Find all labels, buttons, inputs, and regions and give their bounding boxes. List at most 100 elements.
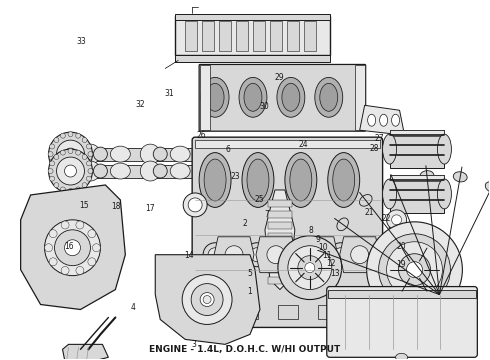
Ellipse shape xyxy=(68,149,73,154)
Ellipse shape xyxy=(88,168,93,174)
Ellipse shape xyxy=(54,166,59,171)
Circle shape xyxy=(54,230,91,266)
Text: 31: 31 xyxy=(165,89,174,98)
Ellipse shape xyxy=(337,218,348,231)
Circle shape xyxy=(49,149,93,193)
Ellipse shape xyxy=(45,244,52,252)
Text: 6: 6 xyxy=(225,145,230,154)
Ellipse shape xyxy=(80,144,100,164)
Ellipse shape xyxy=(438,179,451,209)
Ellipse shape xyxy=(333,159,355,201)
Bar xyxy=(195,140,380,148)
Text: 10: 10 xyxy=(318,243,328,252)
Bar xyxy=(390,175,444,181)
Circle shape xyxy=(407,262,422,278)
Bar xyxy=(202,21,214,50)
Circle shape xyxy=(351,246,368,264)
Ellipse shape xyxy=(76,266,84,274)
Ellipse shape xyxy=(383,134,396,164)
Ellipse shape xyxy=(54,154,59,159)
Polygon shape xyxy=(298,237,338,273)
Ellipse shape xyxy=(88,258,96,266)
Ellipse shape xyxy=(140,161,160,181)
Circle shape xyxy=(183,193,207,217)
Bar xyxy=(390,130,444,136)
Ellipse shape xyxy=(61,221,69,229)
Polygon shape xyxy=(256,237,296,273)
Circle shape xyxy=(309,246,327,264)
Circle shape xyxy=(200,293,214,306)
Polygon shape xyxy=(63,345,108,360)
Circle shape xyxy=(292,248,306,262)
Ellipse shape xyxy=(82,154,87,159)
Circle shape xyxy=(387,210,407,230)
Ellipse shape xyxy=(200,144,220,164)
Text: 8: 8 xyxy=(309,226,313,235)
Ellipse shape xyxy=(260,161,280,181)
Ellipse shape xyxy=(110,146,130,162)
Ellipse shape xyxy=(420,171,434,181)
Text: ENGINE - 1.4L, D.O.H.C. W/HI OUTPUT: ENGINE - 1.4L, D.O.H.C. W/HI OUTPUT xyxy=(149,345,341,354)
Circle shape xyxy=(384,272,410,298)
Ellipse shape xyxy=(80,161,100,181)
Circle shape xyxy=(377,265,416,305)
Ellipse shape xyxy=(82,138,87,143)
Bar xyxy=(390,130,444,168)
Ellipse shape xyxy=(82,166,87,171)
Ellipse shape xyxy=(230,163,250,179)
Ellipse shape xyxy=(68,171,73,176)
Ellipse shape xyxy=(290,159,312,201)
Bar xyxy=(270,21,282,50)
Circle shape xyxy=(278,236,342,300)
Ellipse shape xyxy=(140,144,160,164)
Bar xyxy=(268,276,292,284)
Text: 23: 23 xyxy=(230,172,240,181)
Ellipse shape xyxy=(75,133,81,138)
Circle shape xyxy=(398,254,431,285)
Ellipse shape xyxy=(282,84,300,111)
Polygon shape xyxy=(340,237,380,273)
Circle shape xyxy=(203,296,211,303)
Text: 20: 20 xyxy=(396,242,406,251)
Ellipse shape xyxy=(247,159,269,201)
FancyBboxPatch shape xyxy=(192,137,383,328)
Text: 2: 2 xyxy=(243,219,247,228)
Ellipse shape xyxy=(94,164,107,178)
Circle shape xyxy=(298,256,322,280)
Text: 16: 16 xyxy=(64,242,74,251)
Bar xyxy=(268,233,292,240)
Polygon shape xyxy=(360,105,405,135)
Ellipse shape xyxy=(333,147,347,161)
Circle shape xyxy=(334,248,348,262)
Ellipse shape xyxy=(49,144,54,149)
Text: 29: 29 xyxy=(274,73,284,82)
Circle shape xyxy=(188,198,202,212)
Circle shape xyxy=(329,243,353,267)
Bar xyxy=(328,289,476,298)
Ellipse shape xyxy=(360,194,372,206)
Ellipse shape xyxy=(368,114,376,126)
Ellipse shape xyxy=(392,114,399,126)
Text: 3: 3 xyxy=(191,341,196,350)
Circle shape xyxy=(45,220,100,276)
Text: 9: 9 xyxy=(316,235,321,244)
Circle shape xyxy=(49,132,93,176)
Text: 4: 4 xyxy=(130,303,135,312)
Text: 17: 17 xyxy=(145,204,154,213)
Bar xyxy=(175,55,330,62)
Text: 26: 26 xyxy=(196,131,206,140)
Bar xyxy=(268,255,292,262)
Bar xyxy=(236,21,248,50)
Circle shape xyxy=(267,246,285,264)
Ellipse shape xyxy=(395,353,408,360)
Ellipse shape xyxy=(110,163,130,179)
Polygon shape xyxy=(214,237,254,273)
Bar xyxy=(278,305,298,319)
Ellipse shape xyxy=(315,77,343,117)
Ellipse shape xyxy=(60,133,65,138)
Ellipse shape xyxy=(75,150,81,155)
Circle shape xyxy=(182,275,232,324)
Ellipse shape xyxy=(201,77,229,117)
Ellipse shape xyxy=(206,84,224,111)
Bar xyxy=(198,305,218,319)
